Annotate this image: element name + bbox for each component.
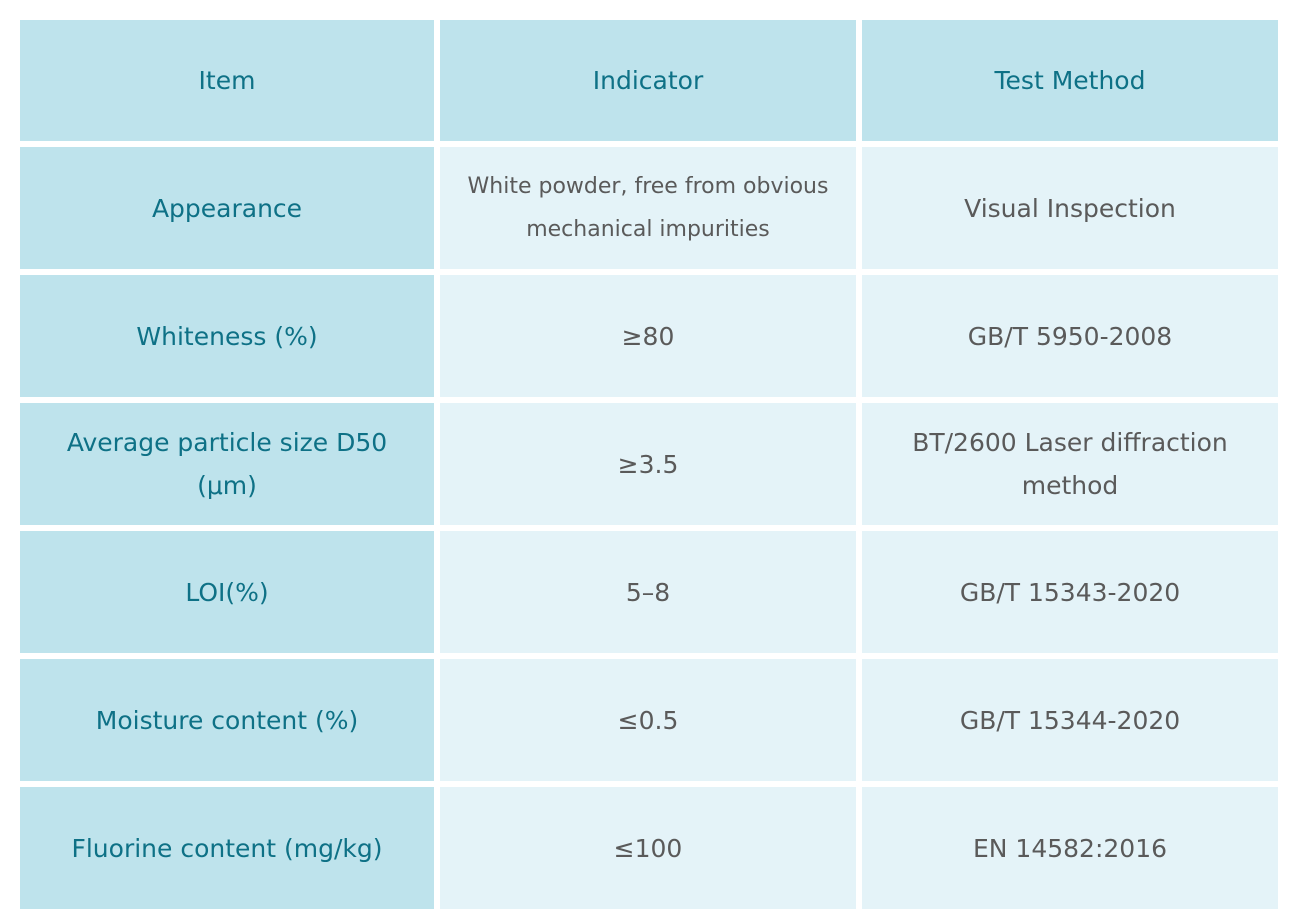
indicator-cell: 5–8 — [440, 531, 856, 653]
table-row: Whiteness (%) ≥80 GB/T 5950-2008 — [20, 275, 1278, 397]
indicator-text: White powder, free from obvious mechanic… — [467, 174, 829, 242]
method-cell: EN 14582:2016 — [862, 787, 1278, 909]
indicator-cell: ≤100 — [440, 787, 856, 909]
item-cell: Whiteness (%) — [20, 275, 434, 397]
indicator-cell: White powder, free from obvious mechanic… — [440, 147, 856, 269]
indicator-cell: ≥3.5 — [440, 403, 856, 525]
specification-table: Item Indicator Test Method Appearance Wh… — [14, 14, 1284, 915]
method-cell: GB/T 5950-2008 — [862, 275, 1278, 397]
item-cell: Fluorine content (mg/kg) — [20, 787, 434, 909]
table-row: Average particle size D50 (μm) ≥3.5 BT/2… — [20, 403, 1278, 525]
method-cell: Visual Inspection — [862, 147, 1278, 269]
header-test-method: Test Method — [862, 20, 1278, 141]
table-row: LOI(%) 5–8 GB/T 15343-2020 — [20, 531, 1278, 653]
table-row: Fluorine content (mg/kg) ≤100 EN 14582:2… — [20, 787, 1278, 909]
header-indicator: Indicator — [440, 20, 856, 141]
indicator-cell: ≥80 — [440, 275, 856, 397]
item-cell: Moisture content (%) — [20, 659, 434, 781]
header-item: Item — [20, 20, 434, 141]
table-row: Appearance White powder, free from obvio… — [20, 147, 1278, 269]
item-cell: Appearance — [20, 147, 434, 269]
item-text: Average particle size D50 (μm) — [66, 428, 388, 500]
method-text: BT/2600 Laser diffraction method — [912, 428, 1228, 500]
method-cell: GB/T 15343-2020 — [862, 531, 1278, 653]
item-cell: LOI(%) — [20, 531, 434, 653]
method-cell: BT/2600 Laser diffraction method — [862, 403, 1278, 525]
item-cell: Average particle size D50 (μm) — [20, 403, 434, 525]
indicator-cell: ≤0.5 — [440, 659, 856, 781]
table-row: Moisture content (%) ≤0.5 GB/T 15344-202… — [20, 659, 1278, 781]
header-row: Item Indicator Test Method — [20, 20, 1278, 141]
method-cell: GB/T 15344-2020 — [862, 659, 1278, 781]
